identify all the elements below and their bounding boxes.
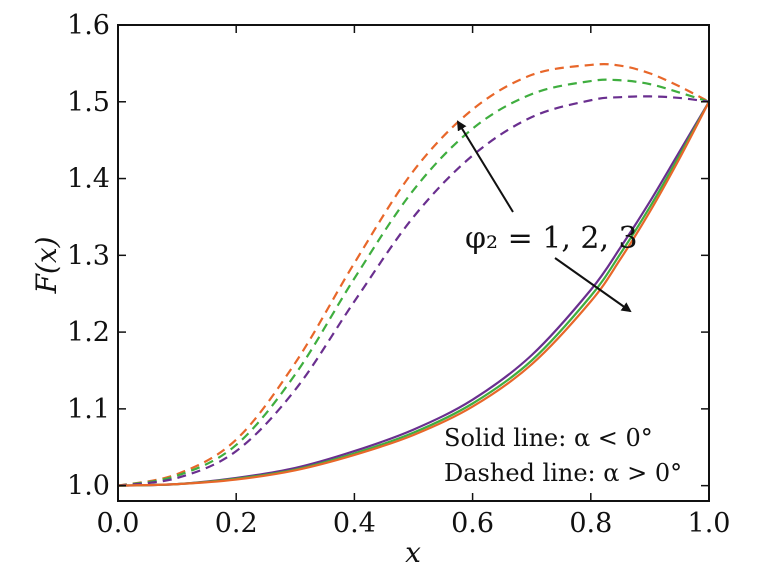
series-line-dashed-2: [117, 95, 710, 487]
series-line-dashed-1: [117, 78, 710, 487]
x-tick-label-0: 0.0: [97, 508, 140, 539]
series-layer: [117, 63, 710, 487]
phi-arrow-up: [456, 120, 514, 213]
y-tick-label-0: 1.0: [67, 471, 110, 502]
y-tick-label-2: 1.2: [67, 317, 110, 348]
phi-arrow-down: [554, 257, 632, 313]
y-tick-label-5: 1.5: [67, 87, 110, 118]
x-tick-label-3: 0.6: [451, 508, 494, 539]
x-tick-label-4: 0.8: [569, 508, 612, 539]
plot-frame: [117, 24, 710, 502]
series-line-dashed-0: [117, 63, 710, 487]
solid-line-legend: Solid line: α < 0°: [444, 424, 653, 452]
x-tick-label-1: 0.2: [215, 508, 258, 539]
x-tick-label-2: 0.4: [333, 508, 376, 539]
y-tick-label-1: 1.1: [67, 394, 110, 425]
x-axis-label: x: [405, 536, 421, 569]
series-line-solid-5: [117, 101, 710, 487]
y-tick-label-4: 1.4: [67, 164, 110, 195]
dashed-line-legend: Dashed line: α > 0°: [444, 459, 682, 487]
y-tick-label-3: 1.3: [67, 240, 110, 271]
ticks-layer: 0.0 0.2 0.4 0.6 0.8 1.0 1.0 1.1 1.2 1.3 1.4 1.5 1.6: [67, 10, 730, 539]
y-axis-label: F(x): [30, 236, 63, 294]
x-tick-label-5: 1.0: [688, 508, 731, 539]
y-tick-label-6: 1.6: [67, 10, 110, 41]
phi-annotation: φ₂ = 1, 2, 3: [465, 221, 638, 256]
